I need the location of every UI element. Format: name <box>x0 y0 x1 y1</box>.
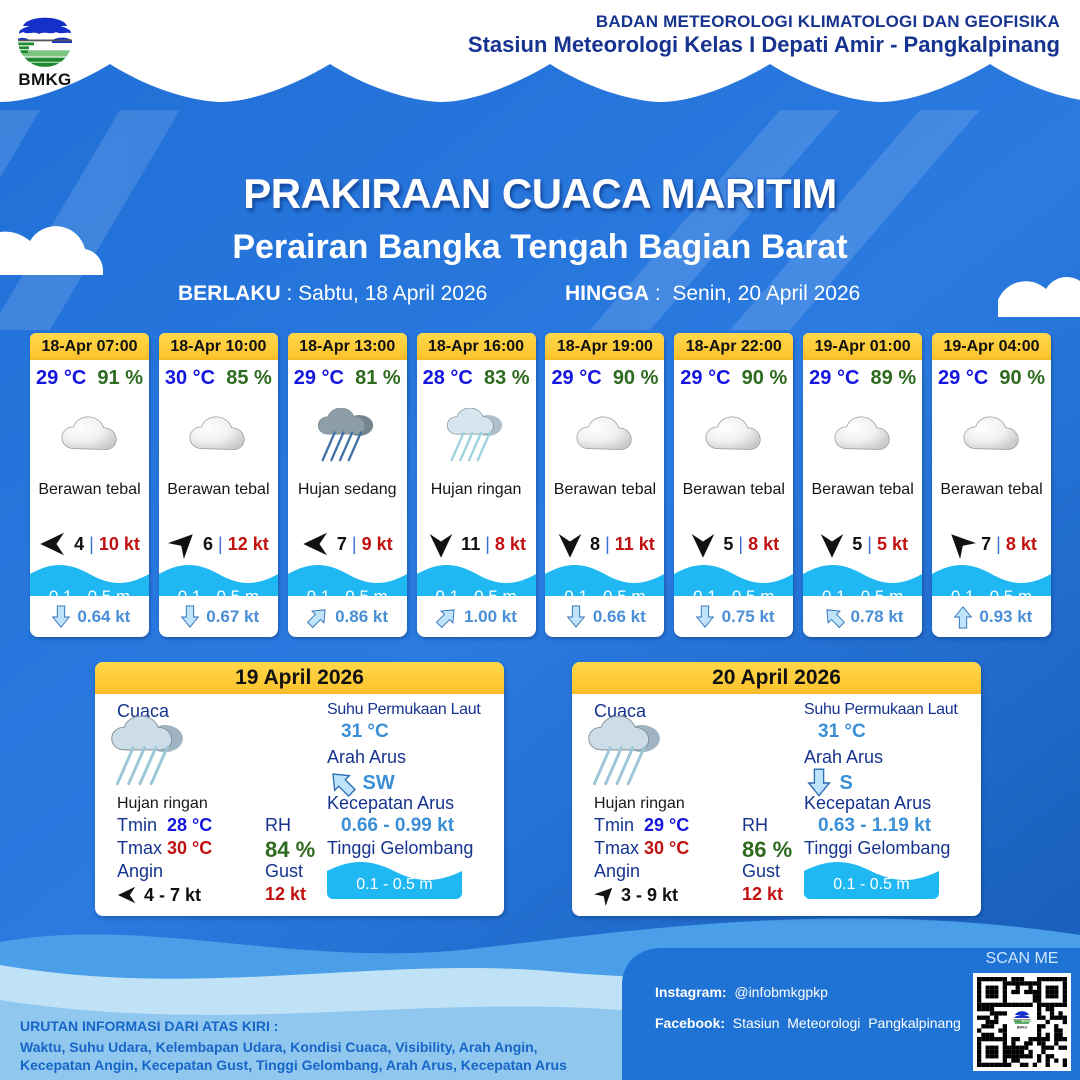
svg-text:BMKG: BMKG <box>1017 1026 1028 1030</box>
